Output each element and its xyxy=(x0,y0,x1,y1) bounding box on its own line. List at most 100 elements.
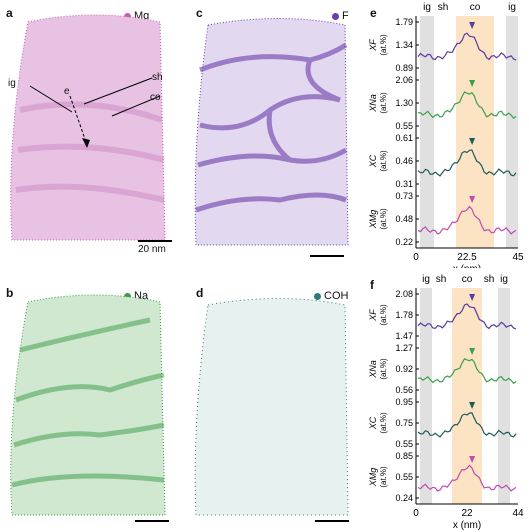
f-legend-dot xyxy=(332,12,339,20)
panel-label-e: e xyxy=(370,6,377,20)
region-label-sh: sh xyxy=(484,274,495,285)
peak-arrow xyxy=(469,402,476,409)
y-axis-unit: (at.%) xyxy=(379,150,388,172)
region-4 xyxy=(498,288,510,504)
region-1 xyxy=(434,16,452,248)
co-pointer xyxy=(111,95,161,117)
panel-label-d: d xyxy=(196,286,204,300)
profile-panel-f: f ig sh co sh ig 2.08 1.78 1.47 XF (at.%) 1.27 0.92… xyxy=(368,272,529,532)
y-tick-label: 0.73 xyxy=(395,191,413,201)
region-label-sh: sh xyxy=(436,274,447,285)
legend-label-f: F xyxy=(342,10,349,22)
peak-arrow xyxy=(469,456,476,463)
y-axis-label: XC xyxy=(368,154,378,168)
profile-arrowhead xyxy=(82,138,90,148)
x-tick-label: 44 xyxy=(512,508,524,519)
region-2 xyxy=(452,288,482,504)
y-tick-label: 1.30 xyxy=(395,98,413,108)
profile-curve-c xyxy=(417,149,517,177)
y-tick-label: 0.61 xyxy=(395,133,413,143)
y-tick-label: 1.34 xyxy=(395,40,413,50)
y-axis-label: XMg xyxy=(368,210,378,230)
x-tick-label: 45 xyxy=(512,252,524,263)
y-tick-label: 0.24 xyxy=(395,493,413,503)
peak-arrow xyxy=(469,348,476,355)
y-tick-label: 0.56 xyxy=(395,385,413,395)
na-legend-dot xyxy=(124,292,131,300)
y-axis-unit: (at.%) xyxy=(379,466,388,488)
x-tick-label: 22.5 xyxy=(457,252,477,263)
panel-label-b: b xyxy=(6,286,14,300)
panel-c: c F xyxy=(190,0,365,270)
coh-legend-dot xyxy=(314,292,321,300)
y-tick-label: 1.78 xyxy=(395,310,413,320)
region-1 xyxy=(432,288,450,504)
y-tick-label: 0.55 xyxy=(395,121,413,131)
x-axis-label: x (nm) xyxy=(453,520,481,531)
y-tick-label: 0.55 xyxy=(395,472,413,482)
y-tick-label: 1.47 xyxy=(395,331,413,341)
panel-label-f: f xyxy=(370,278,374,292)
region-0 xyxy=(420,288,432,504)
y-axis-unit: (at.%) xyxy=(379,34,388,56)
x-tick-label: 0 xyxy=(413,508,419,519)
region-label-ig: ig xyxy=(423,2,431,13)
y-axis-label: XNa xyxy=(368,360,378,379)
scale-bar-label: 20 nm xyxy=(138,244,166,255)
peak-arrow xyxy=(469,138,476,145)
profile-curve-f xyxy=(417,32,517,61)
region-label-ig: ig xyxy=(422,274,430,285)
panel-a: a Mg ig e sh co 20 nm xyxy=(0,0,175,260)
mg-atom-map xyxy=(10,14,166,241)
x-axis-label: x (nm) xyxy=(453,264,481,268)
x-tick-label: 0 xyxy=(413,252,419,263)
annotation-sh: sh xyxy=(152,72,163,83)
y-tick-label: 0.92 xyxy=(395,364,413,374)
y-tick-label: 0.95 xyxy=(395,397,413,407)
region-0 xyxy=(420,16,434,248)
coh-atom-map xyxy=(194,298,349,516)
panel-b: b Na xyxy=(0,280,175,532)
y-tick-label: 1.79 xyxy=(395,17,413,27)
peak-arrow xyxy=(469,294,476,301)
profile-arrow xyxy=(69,95,87,143)
sh-pointer xyxy=(83,77,153,105)
y-tick-label: 2.06 xyxy=(395,75,413,85)
ig-pointer xyxy=(29,85,73,113)
annotation-e: e xyxy=(64,86,70,97)
y-axis-unit: (at.%) xyxy=(379,358,388,380)
y-axis-unit: (at.%) xyxy=(379,92,388,114)
y-axis-unit: (at.%) xyxy=(379,412,388,434)
annotation-co: co xyxy=(150,92,161,103)
panel-label-c: c xyxy=(196,6,203,20)
legend-f: F xyxy=(332,10,349,22)
region-label-co: co xyxy=(470,2,481,13)
panel-d: d COH xyxy=(190,280,365,532)
scale-bar-a xyxy=(138,240,172,242)
region-label-co: co xyxy=(462,274,473,285)
mg-legend-dot xyxy=(124,12,131,20)
scale-bar-c xyxy=(310,255,344,257)
region-3 xyxy=(506,16,518,248)
y-axis-label: XF xyxy=(368,39,378,52)
y-tick-label: 0.55 xyxy=(395,439,413,449)
y-tick-label: 0.89 xyxy=(395,63,413,73)
region-label-ig: ig xyxy=(500,274,508,285)
peak-arrow xyxy=(469,196,476,203)
y-axis-label: XMg xyxy=(368,468,378,488)
region-label-ig: ig xyxy=(508,2,516,13)
profile-panel-e: e ig sh co ig 1.79 1.34 0.89 XF (at.%) 2.06 1.30 0.… xyxy=(368,0,529,268)
y-axis-unit: (at.%) xyxy=(379,208,388,230)
annotation-ig: ig xyxy=(8,78,16,89)
panel-label-a: a xyxy=(6,6,13,20)
y-tick-label: 0.75 xyxy=(395,418,413,428)
y-axis-label: XF xyxy=(368,309,378,322)
scale-bar-d xyxy=(315,520,349,522)
y-tick-label: 2.08 xyxy=(395,289,413,299)
y-axis-unit: (at.%) xyxy=(379,304,388,326)
x-tick-label: 22 xyxy=(461,508,473,519)
y-tick-label: 0.85 xyxy=(395,451,413,461)
y-axis-label: XC xyxy=(368,416,378,430)
na-atom-map xyxy=(10,294,166,516)
